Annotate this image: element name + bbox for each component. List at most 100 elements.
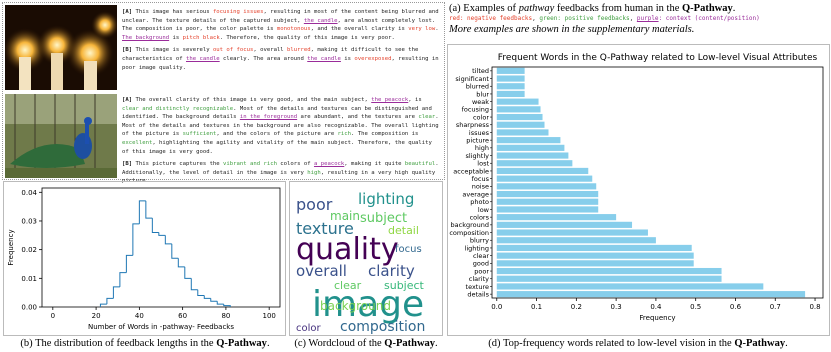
cloud-word: clarity	[368, 262, 415, 280]
text-span: red: negative feedbacks	[449, 15, 533, 22]
text-span: , and the colors of the picture are	[216, 131, 338, 138]
feedback-paragraph: [A] This image has serious focusing issu…	[122, 8, 440, 42]
y-tick-label: high	[475, 144, 489, 152]
cloud-word: texture	[296, 219, 354, 238]
y-tick-label: slightly	[466, 152, 490, 160]
bar	[496, 152, 569, 159]
y-tick-label: blurry	[470, 237, 489, 245]
cloud-word: detail	[388, 224, 419, 237]
examples-box	[2, 2, 445, 180]
histogram-bin	[99, 303, 107, 307]
histogram-bin	[216, 301, 224, 305]
bar	[496, 144, 565, 151]
note: More examples are shown in the supplemen…	[449, 24, 695, 35]
text-span: Q-Pathway	[682, 3, 733, 14]
text-span: in the foreground	[239, 114, 298, 121]
bar	[496, 67, 525, 74]
example-text: [A] This image has serious focusing issu…	[122, 8, 440, 76]
text-span: , highlighting the agility and vitality …	[122, 139, 432, 155]
x-tick-label: 100	[262, 312, 275, 320]
bar	[496, 221, 633, 228]
histogram-bin	[145, 200, 153, 219]
cloud-bg	[292, 184, 440, 333]
panel-d: Frequent Words in the Q-Pathway related …	[447, 44, 830, 336]
histogram-bin	[197, 289, 205, 297]
bar	[496, 214, 617, 221]
bar	[496, 244, 692, 252]
y-tick-label: background	[451, 221, 489, 229]
feedback-paragraph: [B] This image is severely out of focus,…	[122, 46, 440, 72]
text-span: . Additionally, the level of detail in t…	[122, 161, 439, 176]
x-tick-label: 20	[92, 312, 101, 320]
x-tick-label: 0.3	[611, 303, 622, 311]
y-tick-label: focus	[472, 175, 490, 183]
y-tick-label: picture	[466, 136, 489, 144]
plot-frame	[491, 66, 824, 299]
x-tick-label: 0.7	[770, 303, 781, 311]
cloud-word: lighting	[358, 190, 414, 208]
bar	[496, 260, 694, 267]
text-span: ,	[629, 15, 637, 22]
text-span: out of focus	[212, 47, 254, 54]
text-span: . The composition is	[351, 131, 419, 138]
text-span: pathway	[518, 3, 555, 14]
text-span: focusing issues	[212, 9, 264, 15]
cloud-word: color	[296, 323, 322, 334]
histogram-bin	[190, 278, 198, 291]
text-span: . Therefore, the quality of this image i…	[219, 34, 395, 41]
text-span: ,	[532, 15, 540, 22]
text-span: , are almost completely lost. The compos…	[122, 17, 436, 33]
text-span: Q-Pathway	[734, 338, 786, 349]
bar	[496, 129, 549, 136]
text-span: The background	[122, 34, 170, 41]
y-tick-label: weak	[472, 98, 489, 106]
candle-photo	[5, 5, 117, 90]
y-tick-label: average	[462, 190, 489, 198]
y-tick-label: color	[473, 113, 489, 121]
text-span: very low	[408, 26, 436, 33]
text-span: purple	[636, 15, 659, 22]
bar	[496, 106, 541, 113]
text-span: , is	[408, 97, 422, 103]
text-span: .	[435, 26, 439, 33]
y-tick-label: blur	[476, 90, 489, 98]
text-span: the candle	[307, 55, 341, 62]
cloud-word: overall	[296, 262, 347, 280]
caption-a-block: (a) Examples of pathway feedbacks from h…	[449, 3, 829, 35]
histogram-bin	[177, 258, 185, 268]
histogram-bin	[210, 298, 218, 302]
x-tick-label: 60	[178, 312, 187, 320]
text-span: Q-Pathway	[384, 338, 436, 349]
text-span: high	[307, 169, 321, 176]
y-tick-label: tilted	[472, 67, 489, 75]
text-span: the candle	[303, 17, 338, 24]
text-span: The overall clarity of this image is ver…	[132, 97, 372, 103]
text-span: clearly. The area around	[219, 55, 308, 62]
bar	[496, 237, 656, 244]
text-span: are abundant, and the textures are	[297, 114, 419, 121]
histogram-bin	[112, 286, 120, 299]
x-tick-label: 0.5	[690, 303, 701, 311]
histogram-bin	[184, 266, 192, 279]
histogram-bin	[164, 235, 172, 245]
x-tick-label: 80	[221, 312, 230, 320]
y-tick-label: focusing	[462, 106, 489, 114]
x-tick-label: 0.0	[491, 303, 502, 311]
caption: (b) The distribution of feedback lengths…	[0, 338, 290, 349]
caption: (a) Examples of pathway feedbacks from h…	[449, 3, 829, 14]
y-tick-label: 0.04	[21, 189, 37, 197]
y-tick-label: significant	[455, 75, 489, 83]
text-span: , overall	[253, 47, 288, 54]
text-span: clear	[418, 114, 436, 121]
bar	[496, 160, 573, 167]
text-span: overexposed	[354, 55, 392, 62]
x-tick-label: 0.6	[730, 303, 742, 311]
text-span: (d) Top-frequency words related to low-l…	[488, 338, 735, 349]
y-tick-label: sharpness	[456, 121, 490, 129]
bar	[496, 137, 561, 144]
bar	[496, 198, 599, 205]
caption: (d) Top-frequency words related to low-l…	[445, 338, 831, 349]
histogram-bin	[203, 295, 211, 299]
text-span: rich	[337, 131, 352, 138]
y-tick-label: photo	[470, 198, 489, 206]
